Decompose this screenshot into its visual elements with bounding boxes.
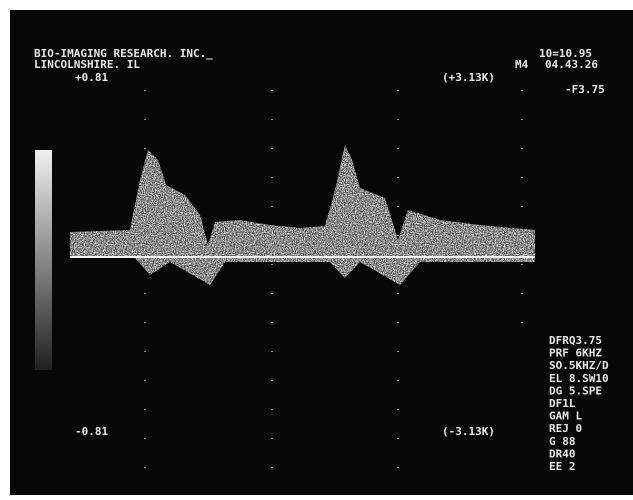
top-shift: (+3.13K) bbox=[442, 71, 495, 84]
setting: DR40 bbox=[549, 447, 576, 460]
setting: G 88 bbox=[549, 435, 576, 448]
bottom-shift: (-3.13K) bbox=[442, 425, 495, 438]
setting: GAM L bbox=[549, 410, 582, 423]
page: BIO-IMAGING RESEARCH. INC._ LINCOLNSHIRE… bbox=[0, 0, 633, 500]
setting: REJ 0 bbox=[549, 422, 582, 435]
gray-scale-bar bbox=[35, 150, 52, 370]
time: 04.43.26 bbox=[545, 58, 598, 71]
mode: M4 bbox=[515, 58, 529, 71]
top-velocity: +0.81 bbox=[75, 71, 108, 84]
setting: DFRQ3.75 bbox=[549, 334, 602, 347]
setting: PRF 6KHZ bbox=[549, 347, 602, 360]
setting: SO.5KHZ/D bbox=[549, 359, 609, 372]
setting: EE 2 bbox=[549, 460, 576, 473]
setting: DG 5.SPE bbox=[549, 384, 602, 397]
location: LINCOLNSHIRE. IL bbox=[34, 58, 140, 71]
setting: DF1L bbox=[549, 397, 576, 410]
frequency: -F3.75 bbox=[565, 83, 605, 96]
setting: EL 8.SW10 bbox=[549, 372, 609, 385]
bottom-velocity: -0.81 bbox=[75, 425, 108, 438]
doppler-screen: BIO-IMAGING RESEARCH. INC._ LINCOLNSHIRE… bbox=[0, 0, 633, 500]
